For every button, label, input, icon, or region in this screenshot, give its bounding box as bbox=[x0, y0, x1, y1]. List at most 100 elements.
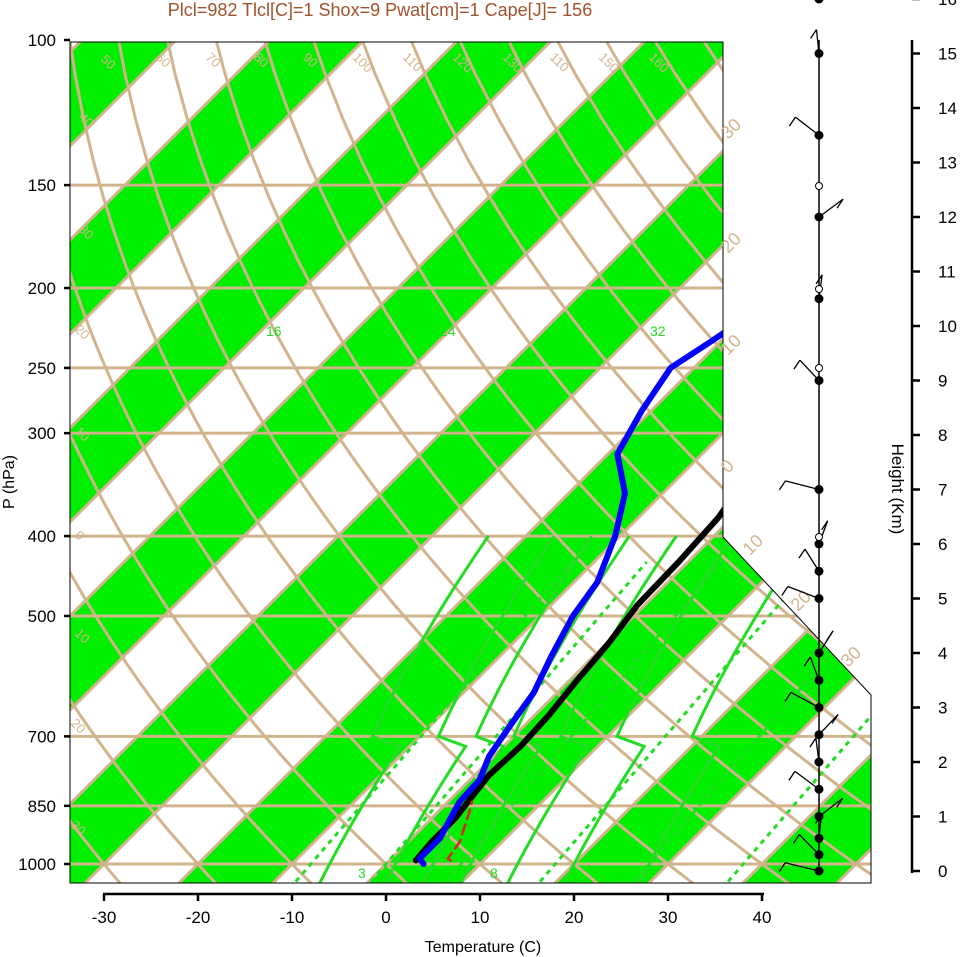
isotherm-line bbox=[538, 42, 871, 883]
height-tick-label: 8 bbox=[938, 426, 947, 445]
isotherm-line bbox=[70, 42, 666, 883]
mixing-ratio-label: 24 bbox=[440, 323, 456, 339]
wind-barb-feather bbox=[815, 274, 823, 285]
wind-barb bbox=[818, 198, 844, 218]
wind-barb-feather bbox=[781, 586, 789, 596]
dry-adiabat-line bbox=[70, 42, 424, 883]
mixing-ratio-line bbox=[294, 561, 573, 883]
wind-barb bbox=[815, 29, 820, 54]
height-tick-label: 14 bbox=[938, 99, 957, 118]
isotherm-side-label: 0 bbox=[717, 456, 738, 477]
height-axis-label: Height (Km) bbox=[888, 444, 907, 535]
isotherm-line bbox=[70, 42, 384, 883]
temperature-band bbox=[70, 42, 383, 883]
isotherm-side-label: 20 bbox=[787, 587, 815, 615]
isotherm-label: 100 bbox=[350, 50, 376, 76]
dry-adiabat-line bbox=[161, 42, 810, 883]
wind-barb bbox=[818, 797, 844, 818]
wind-barb-feather bbox=[836, 798, 844, 808]
y-tick-label: 200 bbox=[28, 279, 56, 298]
x-tick-label: 40 bbox=[753, 908, 772, 927]
wind-barb bbox=[787, 585, 820, 600]
wind-level-dot bbox=[814, 0, 824, 4]
y-tick-label: 100 bbox=[28, 31, 56, 50]
wind-barb-feather bbox=[836, 198, 844, 209]
wind-barb bbox=[794, 770, 820, 790]
mixing-ratio-label: 16 bbox=[266, 323, 282, 339]
wind-barb-feather bbox=[778, 862, 786, 873]
dry-adiabat-line bbox=[257, 42, 871, 883]
wind-barb bbox=[790, 691, 820, 709]
height-tick-label: 13 bbox=[938, 154, 957, 173]
x-tick-label: 30 bbox=[659, 908, 678, 927]
isotherm-line bbox=[70, 42, 478, 883]
y-tick-label: 700 bbox=[28, 727, 56, 746]
x-tick-label: -20 bbox=[186, 908, 211, 927]
height-tick-label: 9 bbox=[938, 372, 947, 391]
dry-adiabat-line bbox=[70, 42, 231, 883]
isotherm-line bbox=[444, 42, 871, 883]
height-tick-label: 7 bbox=[938, 481, 947, 500]
height-tick-label: 6 bbox=[938, 535, 947, 554]
wind-barb-feather bbox=[788, 771, 796, 781]
height-tick-label: 3 bbox=[938, 699, 947, 718]
wind-level-open-dot bbox=[815, 533, 823, 541]
wind-barb bbox=[798, 834, 820, 856]
isotherm-side-label: 10 bbox=[739, 531, 767, 559]
dry-adiabat-line bbox=[70, 42, 328, 883]
height-tick-label: 12 bbox=[938, 208, 957, 227]
temperature-line bbox=[412, 71, 871, 864]
wind-barb bbox=[785, 862, 820, 872]
dry-adiabat-line bbox=[401, 42, 871, 883]
chart-header: Plcl=982 Tlcl[C]=1 Shox=9 Pwat[cm]=1 Cap… bbox=[168, 0, 592, 20]
x-tick-label: 20 bbox=[565, 908, 584, 927]
plot-frame bbox=[69, 41, 872, 884]
height-tick-label: 1 bbox=[938, 808, 947, 827]
wind-barb bbox=[794, 116, 820, 136]
moist-adiabat-line bbox=[376, 535, 556, 883]
wind-level-open-dot bbox=[815, 182, 823, 190]
wind-barb-feather bbox=[809, 737, 817, 748]
isotherm-label: 110 bbox=[400, 50, 425, 75]
wind-barb bbox=[818, 713, 839, 736]
dry-adiabat-lines bbox=[70, 42, 871, 883]
height-tick-label: 16 bbox=[938, 0, 957, 9]
mixing-ratio-label: 32 bbox=[650, 323, 666, 339]
dry-adiabat-line bbox=[70, 42, 135, 883]
temperature-band bbox=[70, 42, 571, 883]
wind-barb-feather bbox=[788, 116, 796, 127]
wind-level-open-dot bbox=[815, 285, 823, 293]
dry-adiabat-line bbox=[737, 42, 871, 883]
height-tick-label: 0 bbox=[938, 862, 947, 881]
dry-adiabat-line bbox=[449, 42, 871, 883]
isotherm-line bbox=[70, 42, 854, 883]
height-tick-label: 5 bbox=[938, 590, 947, 609]
wind-barb-feather bbox=[821, 520, 829, 531]
mixing-ratio-label: 12 bbox=[195, 323, 211, 339]
isotherm-line bbox=[162, 42, 871, 883]
y-tick-label: 1000 bbox=[18, 855, 56, 874]
wind-barb-feather bbox=[798, 548, 806, 559]
adiabat-label: 20 bbox=[68, 716, 89, 737]
x-axis: -30 -20 -10 0 10 20 30 40 bbox=[92, 892, 772, 927]
y-axis-label: P (hPa) bbox=[1, 455, 18, 509]
height-tick-label: 10 bbox=[938, 317, 957, 336]
wind-level-open-dot bbox=[815, 364, 823, 372]
wind-barb bbox=[804, 548, 820, 572]
mixing-ratio-line bbox=[538, 561, 818, 883]
height-tick-label: 4 bbox=[938, 644, 947, 663]
y-tick-label: 500 bbox=[28, 607, 56, 626]
temperature-band bbox=[163, 42, 871, 883]
x-axis-label: Temperature (C) bbox=[425, 939, 541, 956]
dry-adiabat-line bbox=[305, 42, 871, 883]
moist-adiabat-line bbox=[311, 535, 490, 883]
wind-barb-feather bbox=[778, 480, 786, 491]
x-tick-label: -30 bbox=[92, 908, 117, 927]
isotherm-line bbox=[70, 42, 760, 883]
y-tick-label: 150 bbox=[28, 176, 56, 195]
moist-adiabat-line bbox=[414, 535, 593, 883]
wind-barb-feather bbox=[784, 692, 792, 702]
isotherm-line bbox=[70, 42, 572, 883]
wind-barb-feather bbox=[803, 656, 811, 667]
